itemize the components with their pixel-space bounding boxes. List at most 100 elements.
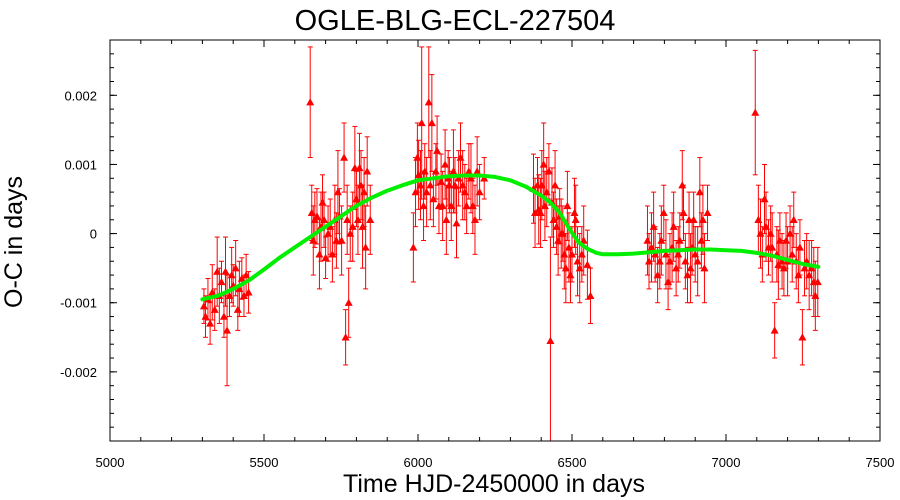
data-point bbox=[201, 312, 210, 320]
data-point bbox=[431, 167, 440, 175]
data-point bbox=[649, 222, 658, 230]
x-tick-label: 7500 bbox=[866, 455, 895, 470]
data-point bbox=[782, 236, 791, 244]
data-point bbox=[422, 188, 431, 196]
data-point bbox=[219, 312, 228, 320]
data-point bbox=[539, 160, 548, 168]
data-point bbox=[552, 222, 561, 230]
fit-curve bbox=[200, 173, 821, 302]
fit-curve-layer bbox=[200, 173, 821, 302]
data-point bbox=[450, 181, 459, 189]
data-point bbox=[549, 215, 558, 223]
data-point bbox=[536, 208, 545, 217]
data-point bbox=[537, 181, 546, 189]
data-point bbox=[681, 257, 690, 265]
error-bars bbox=[201, 46, 821, 442]
data-point bbox=[199, 302, 208, 310]
data-point bbox=[458, 181, 467, 189]
data-point bbox=[341, 333, 350, 341]
data-point bbox=[417, 118, 426, 127]
data-point bbox=[363, 167, 372, 175]
data-point bbox=[312, 212, 321, 220]
x-axis-label: Time HJD-2450000 in days bbox=[343, 470, 645, 498]
data-point bbox=[554, 236, 563, 244]
data-point bbox=[766, 229, 775, 237]
data-point bbox=[352, 195, 361, 203]
data-point bbox=[778, 257, 787, 265]
data-point bbox=[583, 260, 592, 268]
x-tick-label: 5500 bbox=[250, 455, 279, 470]
y-tick-label: -0.002 bbox=[60, 365, 97, 380]
data-point bbox=[800, 264, 809, 272]
x-tick-label: 7000 bbox=[712, 455, 741, 470]
data-point bbox=[665, 257, 674, 265]
data-point bbox=[427, 118, 436, 127]
data-point bbox=[779, 264, 788, 272]
data-point bbox=[683, 271, 692, 279]
data-point bbox=[419, 201, 428, 210]
data-point bbox=[460, 188, 469, 196]
data-point bbox=[659, 208, 668, 217]
data-point bbox=[321, 253, 330, 261]
data-point bbox=[344, 298, 353, 306]
y-tick-label: 0 bbox=[90, 227, 97, 242]
data-point bbox=[420, 167, 429, 175]
data-point bbox=[426, 181, 435, 189]
data-point bbox=[579, 236, 588, 244]
data-point bbox=[227, 271, 236, 279]
data-point bbox=[233, 305, 242, 313]
data-point bbox=[411, 188, 420, 196]
data-point bbox=[357, 181, 366, 189]
x-tick-label: 6500 bbox=[558, 455, 587, 470]
data-point bbox=[306, 98, 315, 106]
x-tick-label: 5000 bbox=[96, 455, 125, 470]
y-axis-label: O-C in days bbox=[0, 176, 28, 308]
data-point bbox=[442, 215, 451, 223]
data-point bbox=[361, 243, 370, 251]
data-point bbox=[328, 250, 337, 258]
data-points bbox=[199, 98, 822, 344]
data-point bbox=[409, 243, 418, 251]
data-point bbox=[570, 208, 579, 217]
data-point bbox=[655, 257, 664, 265]
data-point bbox=[571, 215, 580, 223]
data-point bbox=[703, 208, 712, 217]
data-point bbox=[221, 267, 230, 275]
data-point bbox=[235, 284, 244, 293]
data-point bbox=[346, 229, 355, 237]
data-point bbox=[813, 277, 822, 286]
data-point bbox=[686, 264, 695, 272]
data-point bbox=[213, 267, 222, 275]
data-point bbox=[470, 215, 479, 223]
data-point bbox=[454, 174, 463, 182]
data-point bbox=[544, 167, 553, 175]
data-point bbox=[546, 336, 555, 344]
data-point bbox=[645, 257, 653, 265]
data-point bbox=[661, 250, 670, 258]
data-point bbox=[326, 222, 335, 230]
data-point bbox=[337, 236, 346, 244]
data-point bbox=[320, 215, 329, 223]
data-point bbox=[475, 188, 484, 196]
data-point bbox=[770, 326, 779, 334]
data-point bbox=[231, 264, 240, 272]
data-point bbox=[647, 243, 656, 251]
data-point bbox=[689, 215, 698, 223]
data-point bbox=[242, 271, 251, 279]
data-point bbox=[468, 201, 477, 210]
data-point bbox=[447, 201, 456, 210]
data-point bbox=[343, 215, 352, 223]
data-point bbox=[691, 250, 700, 258]
data-point bbox=[560, 250, 569, 258]
data-point bbox=[775, 236, 784, 244]
data-point bbox=[462, 201, 471, 210]
data-point bbox=[679, 208, 688, 217]
data-point bbox=[558, 229, 567, 237]
plot-frame bbox=[109, 39, 881, 442]
data-point bbox=[237, 274, 246, 282]
data-point bbox=[416, 181, 425, 189]
data-point bbox=[672, 264, 681, 272]
data-point bbox=[575, 264, 584, 272]
y-axis: -0.002 -0.001 0 0.001 0.002 bbox=[60, 53, 880, 428]
data-point bbox=[577, 250, 586, 258]
